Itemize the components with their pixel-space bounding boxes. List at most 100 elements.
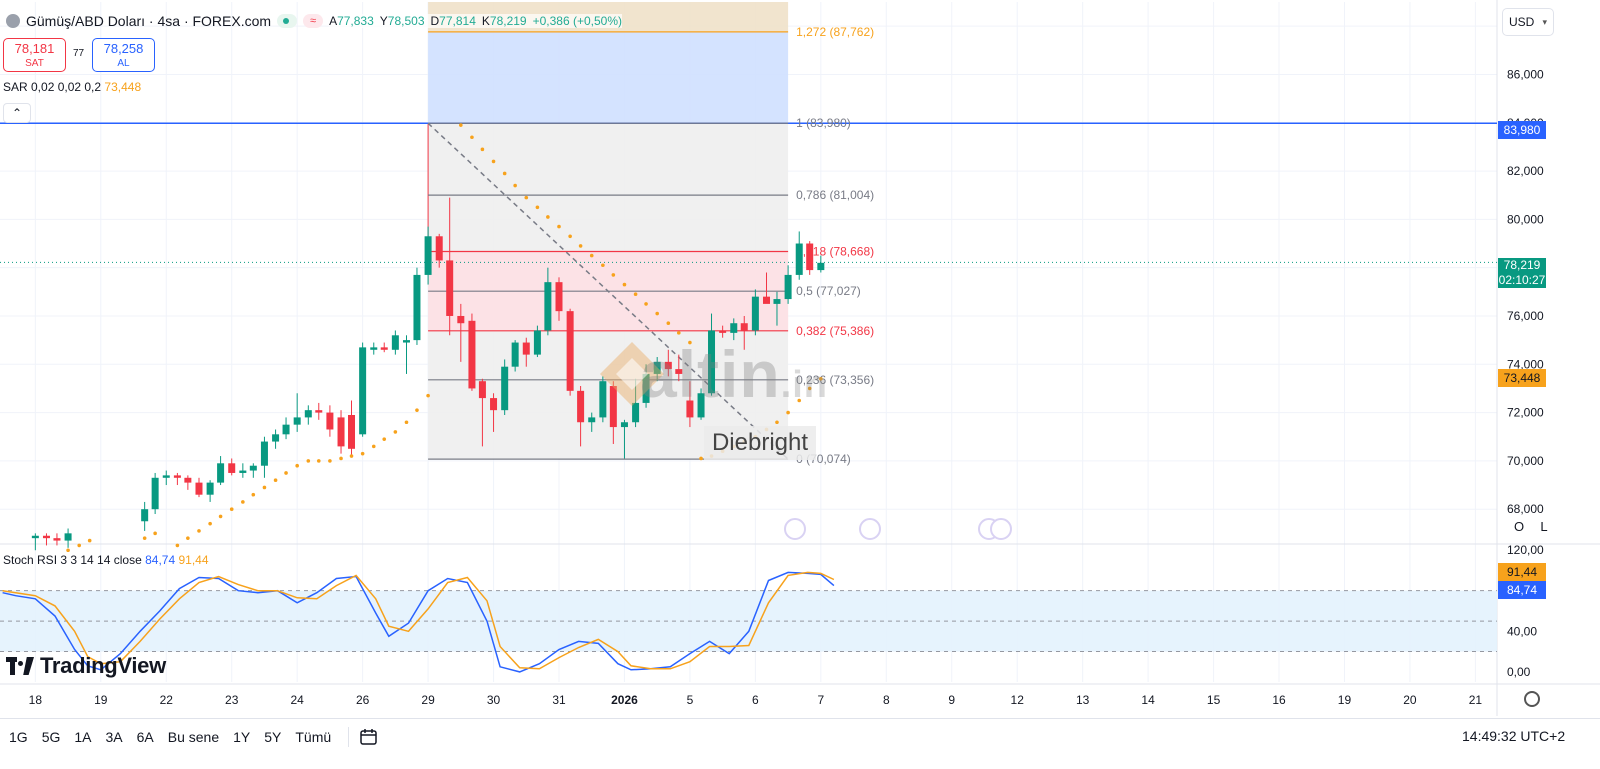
author-label: Diebright — [704, 426, 816, 460]
candle-body — [184, 477, 192, 483]
candle-body — [763, 296, 771, 304]
sar-legend[interactable]: SAR 0,02 0,02 0,2 73,448 — [3, 80, 141, 94]
scale-mode-o-button[interactable]: O — [1513, 519, 1525, 534]
sar-dot — [77, 543, 82, 548]
divider — [348, 726, 350, 747]
rsi-d-tag: 91,44 — [1498, 563, 1546, 581]
sar-dot — [284, 471, 288, 475]
timeframe-3a[interactable]: 3A — [105, 728, 123, 745]
sar-dot — [229, 507, 234, 511]
x-tick-label: 12 — [1011, 693, 1025, 707]
sar-dot — [470, 135, 474, 140]
candle-body — [162, 475, 170, 478]
sar-dot — [535, 205, 540, 210]
timeframe-1g[interactable]: 1G — [9, 728, 28, 745]
us-flag-event-icon[interactable] — [990, 518, 1012, 540]
rsi-y-tick-label: 40,00 — [1507, 624, 1537, 638]
x-tick-label: 26 — [356, 693, 370, 707]
candle-body — [708, 330, 716, 394]
sar-dot — [349, 454, 354, 458]
sell-label: SAT — [25, 58, 44, 69]
currency-select[interactable]: USD ▾ — [1502, 8, 1554, 36]
watermark-logo-icon — [600, 342, 664, 406]
timeframe-5y[interactable]: 5Y — [264, 728, 282, 745]
fib-level-label: 0,618 (78,668) — [796, 245, 874, 259]
spread-value: 77 — [73, 48, 85, 59]
clock[interactable]: 14:49:32 UTC+2 — [1462, 728, 1566, 744]
bar-countdown: 02:10:27 — [1498, 273, 1546, 287]
scale-mode-l-button[interactable]: L — [1540, 519, 1548, 534]
rsi-y-tick-label: 120,00 — [1507, 543, 1544, 557]
sar-dot — [186, 536, 190, 540]
candle-body — [784, 274, 792, 300]
sar-dot — [87, 538, 92, 543]
candle-body — [195, 482, 203, 495]
candle-body — [468, 320, 476, 389]
sar-dot — [415, 408, 419, 412]
last-price-tag: 78,219 02:10:27 — [1498, 258, 1546, 288]
trend-line — [427, 122, 789, 460]
sar-dot — [491, 159, 496, 164]
buy-button[interactable]: 78,258 AL — [92, 38, 155, 72]
candle-body — [304, 410, 312, 418]
x-tick-label: 19 — [94, 693, 108, 707]
y-tick-label: 72,000 — [1507, 406, 1544, 420]
market-open-icon[interactable] — [277, 14, 298, 28]
y-tick-label: 74,000 — [1507, 357, 1544, 371]
symbol-header: Gümüş/ABD Doları · 4sa · FOREX.com ≈ A77… — [6, 11, 622, 31]
candle-body — [544, 282, 552, 331]
candle-body — [413, 274, 421, 341]
watermark-name: altin — [640, 337, 781, 411]
close-value: 78,219 — [489, 14, 527, 28]
currency-label: USD — [1509, 15, 1535, 29]
rsi-series-k — [2, 571, 835, 673]
wave-icon[interactable]: ≈ — [303, 14, 324, 28]
collapse-legend-button[interactable]: ⌃ — [3, 103, 31, 123]
sar-dot — [502, 171, 507, 176]
candle-body — [577, 390, 585, 423]
timeframe-all[interactable]: Tümü — [295, 728, 332, 745]
stoch-rsi-legend[interactable]: Stoch RSI 3 3 14 14 close 84,74 91,44 — [3, 553, 209, 567]
calendar-icon[interactable] — [359, 727, 379, 747]
sar-dot — [251, 492, 256, 497]
sell-price: 78,181 — [14, 41, 55, 56]
sar-dot — [328, 459, 332, 463]
rsi-series-d — [2, 571, 835, 670]
sar-dot — [306, 459, 311, 463]
candle-body — [424, 236, 432, 275]
symbol-title[interactable]: Gümüş/ABD Doları · 4sa · FOREX.com — [26, 13, 272, 29]
buy-label: AL — [117, 58, 130, 69]
fib-level-label: 0,236 (73,356) — [796, 373, 874, 387]
candle-body — [653, 361, 661, 374]
fib-level-label: 1,272 (87,762) — [796, 25, 874, 39]
candle-body — [697, 393, 705, 418]
last-price-value: 78,219 — [1503, 258, 1541, 272]
timeframe-6a[interactable]: 6A — [136, 728, 154, 745]
candle-body — [817, 262, 825, 271]
timeframe-1a[interactable]: 1A — [74, 728, 92, 745]
low-value: 77,814 — [439, 14, 476, 28]
sar-dot — [578, 244, 583, 248]
y-tick-label: 80,000 — [1507, 212, 1544, 226]
sell-button[interactable]: 78,181 SAT — [3, 38, 66, 72]
sar-dot — [404, 420, 409, 425]
stoch-rsi-k-value: 84,74 — [145, 553, 176, 567]
y-tick-label: 76,000 — [1507, 309, 1544, 323]
gear-icon[interactable] — [1524, 691, 1540, 707]
candle-body — [249, 465, 257, 471]
timeframe-ytd[interactable]: Bu sene — [167, 728, 220, 745]
sar-dot — [382, 437, 387, 441]
timeframe-bar: 1G 5G 1A 3A 6A Bu sene 1Y 5Y Tümü — [0, 718, 1600, 754]
timeframe-5g[interactable]: 5G — [41, 728, 61, 745]
y-tick-label: 68,000 — [1507, 502, 1544, 516]
flash-event-icon[interactable] — [784, 518, 806, 540]
x-tick-label: 19 — [1338, 693, 1352, 707]
x-tick-label: 9 — [948, 693, 955, 707]
timeframe-1y[interactable]: 1Y — [233, 728, 251, 745]
sar-dot — [601, 263, 605, 268]
sar-dot — [655, 311, 659, 316]
sar-dot — [241, 500, 245, 504]
us-flag-event-icon[interactable] — [859, 518, 881, 540]
sar-dot — [197, 529, 201, 533]
tradingview-logo[interactable]: TradingView — [6, 653, 166, 679]
